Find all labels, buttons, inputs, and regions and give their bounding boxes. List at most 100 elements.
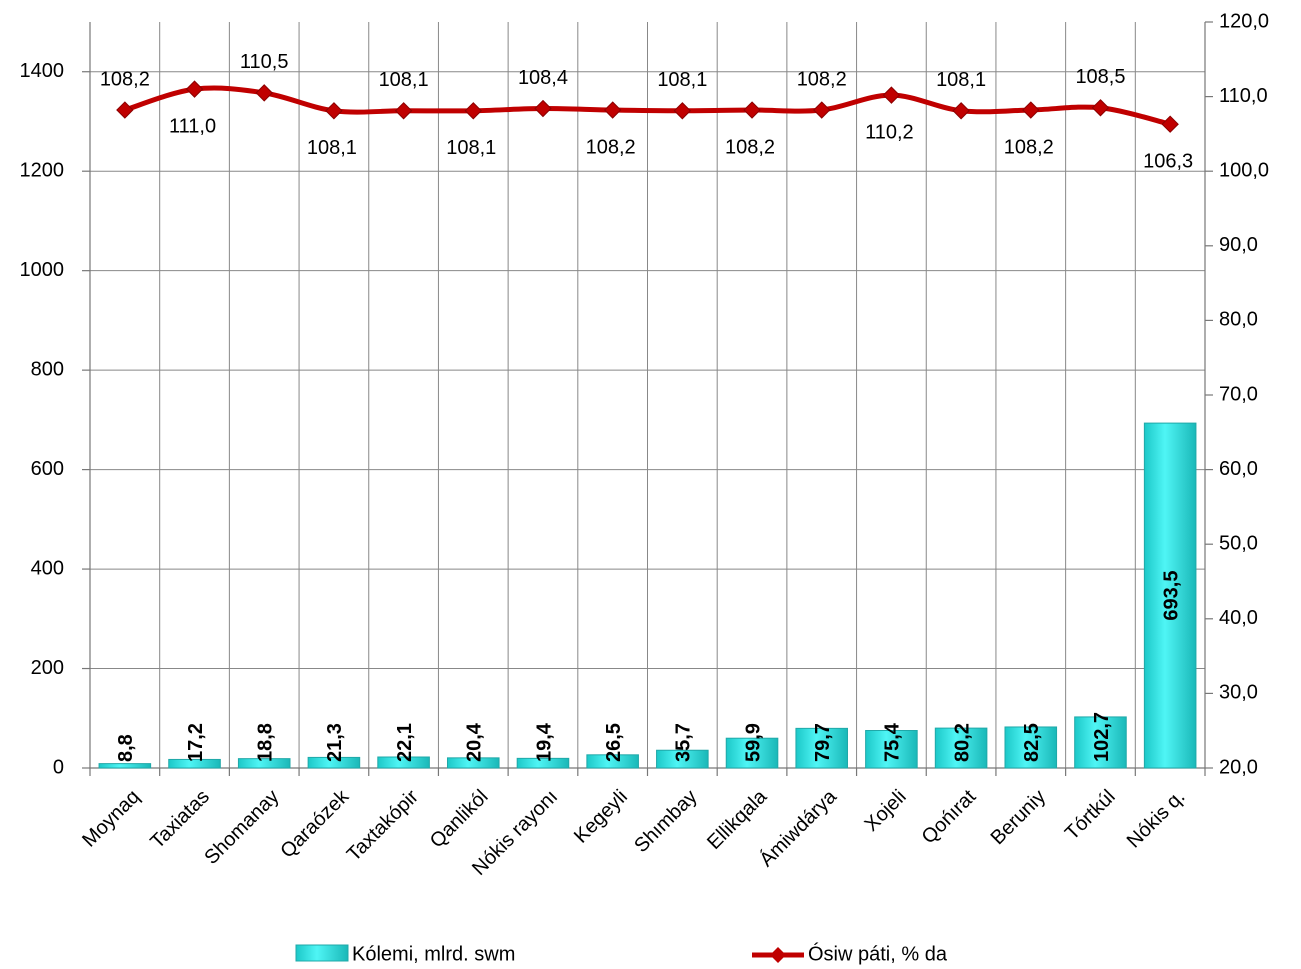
y2-tick-label: 120,0 — [1219, 10, 1269, 32]
y2-tick-label: 70,0 — [1219, 383, 1258, 405]
x-tick-label: Nókis q. — [1123, 786, 1190, 853]
line-marker — [1091, 99, 1110, 117]
y-tick-label: 0 — [53, 756, 64, 778]
data-label: 59,9 — [742, 723, 764, 762]
legend-marker — [770, 947, 786, 963]
line-marker — [952, 102, 970, 120]
data-label: 108,2 — [586, 136, 636, 158]
data-label: 693,5 — [1160, 571, 1182, 621]
bar — [656, 749, 709, 769]
x-tick-label: Beruniy — [987, 786, 1051, 850]
data-label: 19,4 — [533, 722, 555, 762]
line-marker — [116, 101, 134, 119]
data-label: 110,5 — [240, 51, 289, 73]
y2-tick-label: 90,0 — [1219, 234, 1258, 256]
y2-tick-label: 20,0 — [1219, 756, 1258, 778]
y-tick-label: 1000 — [20, 259, 65, 281]
line-marker — [534, 99, 552, 118]
x-tick-label: Tórtkúl — [1061, 786, 1120, 845]
y-tick-label: 600 — [31, 458, 64, 480]
bar — [307, 756, 361, 769]
data-label: 8,8 — [115, 734, 137, 762]
data-label: 17,2 — [185, 723, 207, 762]
data-label: 102,7 — [1091, 712, 1113, 762]
y-tick-label: 1400 — [20, 60, 65, 82]
y-tick-label: 800 — [31, 358, 64, 380]
x-tick-label: Moynaq — [78, 786, 144, 852]
bar — [168, 758, 221, 769]
x-tick-label: Kegeyli — [570, 786, 632, 848]
data-label: 108,1 — [657, 69, 707, 91]
data-label: 108,2 — [1004, 136, 1054, 158]
y2-tick-label: 80,0 — [1219, 309, 1258, 331]
data-label: 20,4 — [464, 722, 486, 762]
x-tick-label: Ellikqala — [703, 785, 772, 854]
data-label: 79,7 — [812, 723, 834, 762]
data-label: 18,8 — [255, 723, 277, 762]
bar — [237, 758, 291, 769]
legend-label: Kólemi, mlrd. swm — [352, 943, 515, 965]
line-marker — [603, 101, 622, 119]
line-marker — [185, 80, 204, 98]
y-tick-label: 200 — [31, 657, 64, 679]
x-tick-label: Shımbay — [630, 786, 701, 857]
bar — [1004, 726, 1058, 769]
bar — [934, 727, 988, 769]
x-tick-label: Taxiatas — [146, 786, 213, 853]
line — [124, 85, 1171, 127]
line-marker — [394, 102, 413, 120]
data-label: 75,4 — [882, 722, 904, 762]
data-label: 108,5 — [1075, 66, 1125, 88]
data-label: 26,5 — [603, 723, 625, 762]
data-label: 108,1 — [936, 69, 986, 91]
data-label: 35,7 — [673, 723, 695, 762]
bar — [1143, 422, 1197, 769]
data-label: 106,3 — [1143, 150, 1193, 172]
data-label: 82,5 — [1021, 723, 1043, 762]
x-tick-label: Qońırat — [918, 785, 981, 848]
y2-tick-label: 60,0 — [1219, 458, 1258, 480]
bar — [865, 730, 918, 769]
bar — [1074, 716, 1127, 769]
y2-tick-label: 30,0 — [1219, 682, 1258, 704]
line-marker — [464, 102, 482, 120]
line-marker — [325, 102, 343, 120]
bar — [446, 757, 500, 769]
line-marker — [673, 102, 692, 120]
y2-tick-label: 100,0 — [1219, 159, 1269, 181]
data-label: 108,1 — [446, 137, 496, 159]
bar — [725, 737, 779, 769]
y-tick-label: 1200 — [20, 159, 65, 181]
data-label: 108,2 — [100, 68, 150, 90]
bar — [377, 756, 430, 769]
legend-swatch — [295, 944, 349, 962]
y2-tick-label: 40,0 — [1219, 607, 1258, 629]
data-label: 108,2 — [725, 136, 775, 158]
bar — [98, 763, 152, 769]
legend-label: Ósiw páti, % da — [808, 942, 948, 965]
bar — [795, 727, 849, 769]
data-label: 108,1 — [379, 69, 429, 91]
line-marker — [743, 101, 761, 119]
x-tick-label: Taxtakópir — [343, 785, 423, 865]
data-label: 21,3 — [324, 723, 346, 762]
x-tick-label: Qanlikól — [426, 786, 493, 853]
x-tick-label: Qaraózek — [276, 785, 354, 863]
line-marker — [1161, 115, 1179, 133]
line-marker — [882, 86, 901, 104]
line-marker — [255, 84, 273, 102]
data-label: 108,4 — [518, 67, 568, 89]
bar — [516, 757, 570, 769]
x-tick-label: Xojeli — [861, 786, 911, 836]
data-label: 80,2 — [951, 723, 973, 762]
y2-tick-label: 110,0 — [1219, 85, 1268, 107]
y2-tick-label: 50,0 — [1219, 532, 1258, 554]
line-marker — [1022, 101, 1040, 119]
data-label: 111,0 — [169, 115, 216, 137]
data-label: 108,1 — [307, 137, 357, 159]
x-tick-label: Shomanay — [200, 786, 283, 869]
bar — [586, 754, 639, 769]
data-label: 22,1 — [394, 723, 416, 762]
y-tick-label: 400 — [31, 557, 64, 579]
